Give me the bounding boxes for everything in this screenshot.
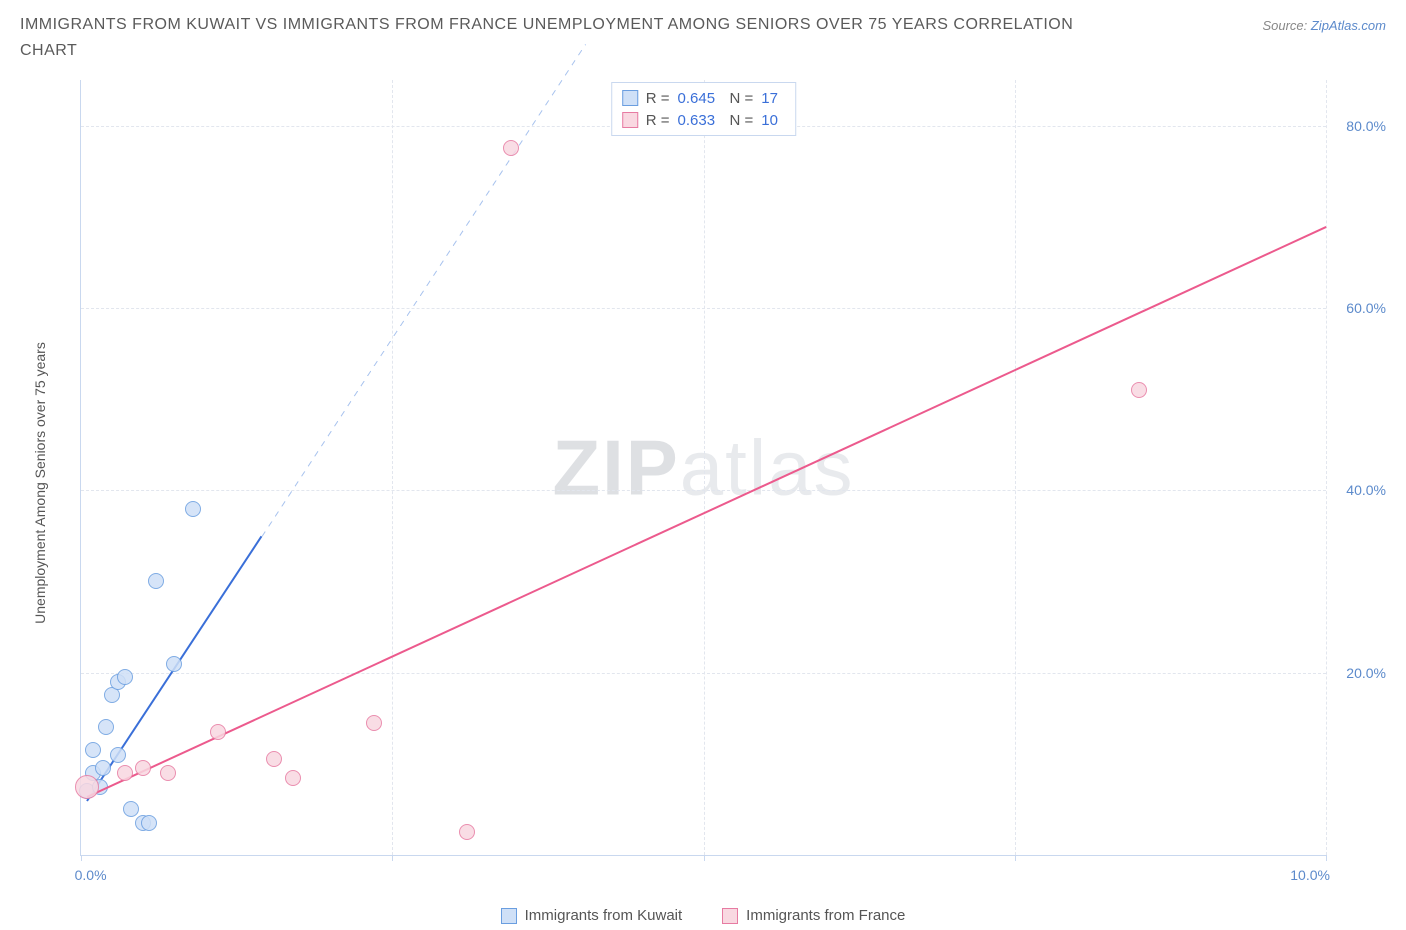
y-axis-label: Unemployment Among Seniors over 75 years: [32, 342, 48, 624]
chart-source: Source: ZipAtlas.com: [1262, 18, 1386, 33]
x-tick: [1015, 855, 1016, 861]
x-tick: [392, 855, 393, 861]
series-legend-item: Immigrants from France: [722, 907, 905, 924]
legend-r-value: 0.645: [678, 90, 722, 107]
watermark-bold: ZIP: [552, 423, 679, 511]
legend-r-label: R =: [646, 90, 670, 107]
trend-line: [87, 226, 1327, 798]
data-point: [95, 760, 111, 776]
data-point: [1131, 382, 1147, 398]
trend-line-dashed: [261, 44, 586, 537]
x-tick: [81, 855, 82, 861]
legend-swatch: [722, 908, 738, 924]
data-point: [285, 770, 301, 786]
data-point: [266, 751, 282, 767]
series-legend-item: Immigrants from Kuwait: [501, 907, 683, 924]
stats-legend-row: R = 0.645 N = 17: [622, 87, 786, 109]
stats-legend-row: R = 0.633 N = 10: [622, 109, 786, 131]
watermark-rest: atlas: [680, 423, 855, 511]
data-point: [75, 775, 99, 799]
legend-n-label: N =: [730, 112, 754, 129]
data-point: [85, 742, 101, 758]
data-point: [459, 824, 475, 840]
legend-n-value: 10: [761, 112, 785, 129]
gridline-vertical: [392, 80, 393, 855]
data-point: [98, 719, 114, 735]
x-tick: [704, 855, 705, 861]
data-point: [185, 501, 201, 517]
bottom-legend: Immigrants from Kuwait Immigrants from Fr…: [0, 907, 1406, 924]
plot-area: ZIPatlas 20.0%40.0%60.0%80.0%0.0%10.0%R …: [80, 80, 1326, 856]
legend-n-value: 17: [761, 90, 785, 107]
y-tick-label: 40.0%: [1346, 482, 1386, 498]
chart-title: IMMIGRANTS FROM KUWAIT VS IMMIGRANTS FRO…: [20, 12, 1120, 63]
series-legend-label: Immigrants from Kuwait: [525, 907, 683, 924]
legend-r-value: 0.633: [678, 112, 722, 129]
data-point: [166, 656, 182, 672]
gridline-vertical: [704, 80, 705, 855]
y-tick-label: 80.0%: [1346, 118, 1386, 134]
x-tick-label: 10.0%: [1290, 867, 1330, 883]
data-point: [141, 815, 157, 831]
source-link[interactable]: ZipAtlas.com: [1311, 18, 1386, 33]
data-point: [123, 801, 139, 817]
legend-swatch: [622, 112, 638, 128]
data-point: [366, 715, 382, 731]
chart-container: Unemployment Among Seniors over 75 years…: [50, 80, 1396, 886]
legend-swatch: [501, 908, 517, 924]
y-tick-label: 20.0%: [1346, 665, 1386, 681]
legend-r-label: R =: [646, 112, 670, 129]
data-point: [210, 724, 226, 740]
gridline-vertical: [1326, 80, 1327, 855]
data-point: [160, 765, 176, 781]
data-point: [117, 765, 133, 781]
gridline-vertical: [1015, 80, 1016, 855]
data-point: [117, 669, 133, 685]
data-point: [135, 760, 151, 776]
series-legend-label: Immigrants from France: [746, 907, 905, 924]
data-point: [104, 687, 120, 703]
x-tick-label: 0.0%: [75, 867, 107, 883]
x-tick: [1326, 855, 1327, 861]
data-point: [503, 140, 519, 156]
data-point: [110, 747, 126, 763]
source-prefix: Source:: [1262, 18, 1310, 33]
legend-swatch: [622, 90, 638, 106]
data-point: [148, 573, 164, 589]
stats-legend: R = 0.645 N = 17 R = 0.633 N = 10: [611, 82, 797, 136]
legend-n-label: N =: [730, 90, 754, 107]
y-tick-label: 60.0%: [1346, 300, 1386, 316]
